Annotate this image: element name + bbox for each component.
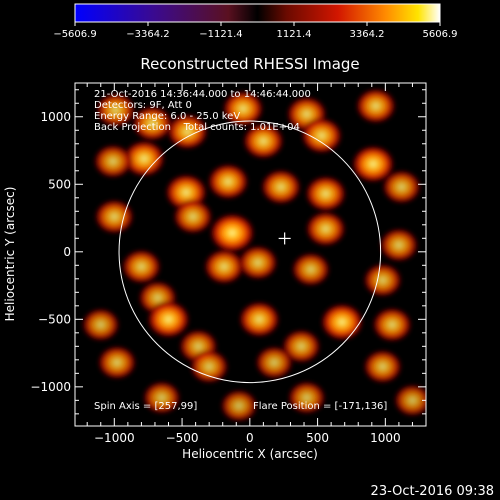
chart-title: Reconstructed RHESSI Image [140,55,359,73]
colorbar-tick-label: −1121.4 [199,29,242,40]
heatmap-source-39 [287,380,327,415]
heatmap-source-12 [207,163,250,200]
axis-ticks: −1000 −500 0 500 1000 −1000 −500 0 500 1000 [30,83,426,445]
heatmap-source-24 [291,252,331,287]
colorbar-tick-label: −3364.2 [126,29,169,40]
x-tick-label: −1000 [94,431,135,445]
flare-position-label: Flare Position = [-171,136] [253,401,387,412]
x-tick-label: 500 [306,431,329,445]
info-line-energy: Energy Range: 6.0 - 25.0 keV [94,111,240,122]
x-axis-label: Heliocentric X (arcsec) [182,447,318,461]
heatmap-source-33 [371,307,413,343]
colorbar-tick-label: 3364.2 [350,29,385,40]
heatmap-source-29 [238,301,281,338]
heatmap-source-2 [166,113,209,150]
colorbar-tick-label: −5606.9 [53,29,96,40]
info-block: 21-Oct-2016 14:36:44.000 to 14:46:44.000… [94,89,311,133]
heatmap-source-5 [242,122,285,160]
colorbar: −5606.9 −3364.2 −1121.4 1121.4 3364.2 5606.9 [53,3,458,40]
info-line-detectors: Detectors: 9F, Att 0 [94,100,192,111]
heatmap-source-34 [97,345,137,380]
heatmap-source-0 [222,90,265,127]
heatmap-source-41 [393,383,426,417]
heatmap-source-16 [94,199,135,235]
heatmap-source-25 [362,262,403,298]
info-line-method-counts: Back Projection Total counts: 1.01E+04 [94,122,300,133]
x-tick-label: −500 [166,431,199,445]
heatmap-source-40 [220,389,258,423]
heatmap-source-20 [379,227,419,263]
colorbar-tick-label: 1121.4 [277,29,312,40]
heatmap-source-28 [81,307,121,342]
heatmap-source-22 [203,248,245,285]
y-tick-label: 1000 [40,110,71,124]
y-tick-label: 500 [48,177,71,191]
x-tick-label: 1000 [370,431,401,445]
heatmap-source-8 [122,140,166,178]
heatmap-source-17 [172,199,214,235]
colorbar-tick-label: 5606.9 [423,29,458,40]
heatmap-source-1 [131,105,173,142]
heatmap-source-15 [381,169,422,205]
heatmap-source-35 [189,349,229,384]
x-tick-label: 0 [246,431,254,445]
heatmap-source-23 [237,245,279,281]
spin-axis-label: Spin Axis = [257,99] [94,401,197,412]
heatmap-source-14 [304,175,347,212]
y-tick-label: −500 [38,312,71,326]
plot-overlay [118,120,382,384]
heatmap-source-7 [95,92,136,128]
heatmap-source-19 [305,210,347,247]
heatmap-source-6 [300,117,343,154]
heatmap-source-4 [355,88,397,124]
heatmap-source-30 [320,303,364,341]
y-tick-label: 0 [63,245,71,259]
colorbar-gradient [74,3,441,23]
heatmap-source-13 [260,169,302,205]
heatmap-source-18 [209,212,256,253]
y-tick-label: −1000 [30,380,71,394]
footer-timestamp: 23-Oct-2016 09:38 [371,484,494,499]
heatmap-source-37 [362,349,403,384]
plot-frame [74,82,427,427]
y-axis-label: Heliocentric Y (arcsec) [3,187,17,322]
heatmap-source-9 [93,144,133,179]
heatmap-source-21 [121,249,162,285]
colorbar-ticks: −5606.9 −3364.2 −1121.4 1121.4 3364.2 5606.9 [53,22,458,40]
solar-limb-circle [118,120,382,384]
info-line-time: 21-Oct-2016 14:36:44.000 to 14:46:44.000 [94,89,311,100]
heatmap-source-36 [254,345,294,380]
heatmap-source-38 [142,380,182,415]
heatmap-source-27 [146,300,191,339]
heatmap-layer [81,88,426,423]
heatmap-source-10 [351,145,395,183]
